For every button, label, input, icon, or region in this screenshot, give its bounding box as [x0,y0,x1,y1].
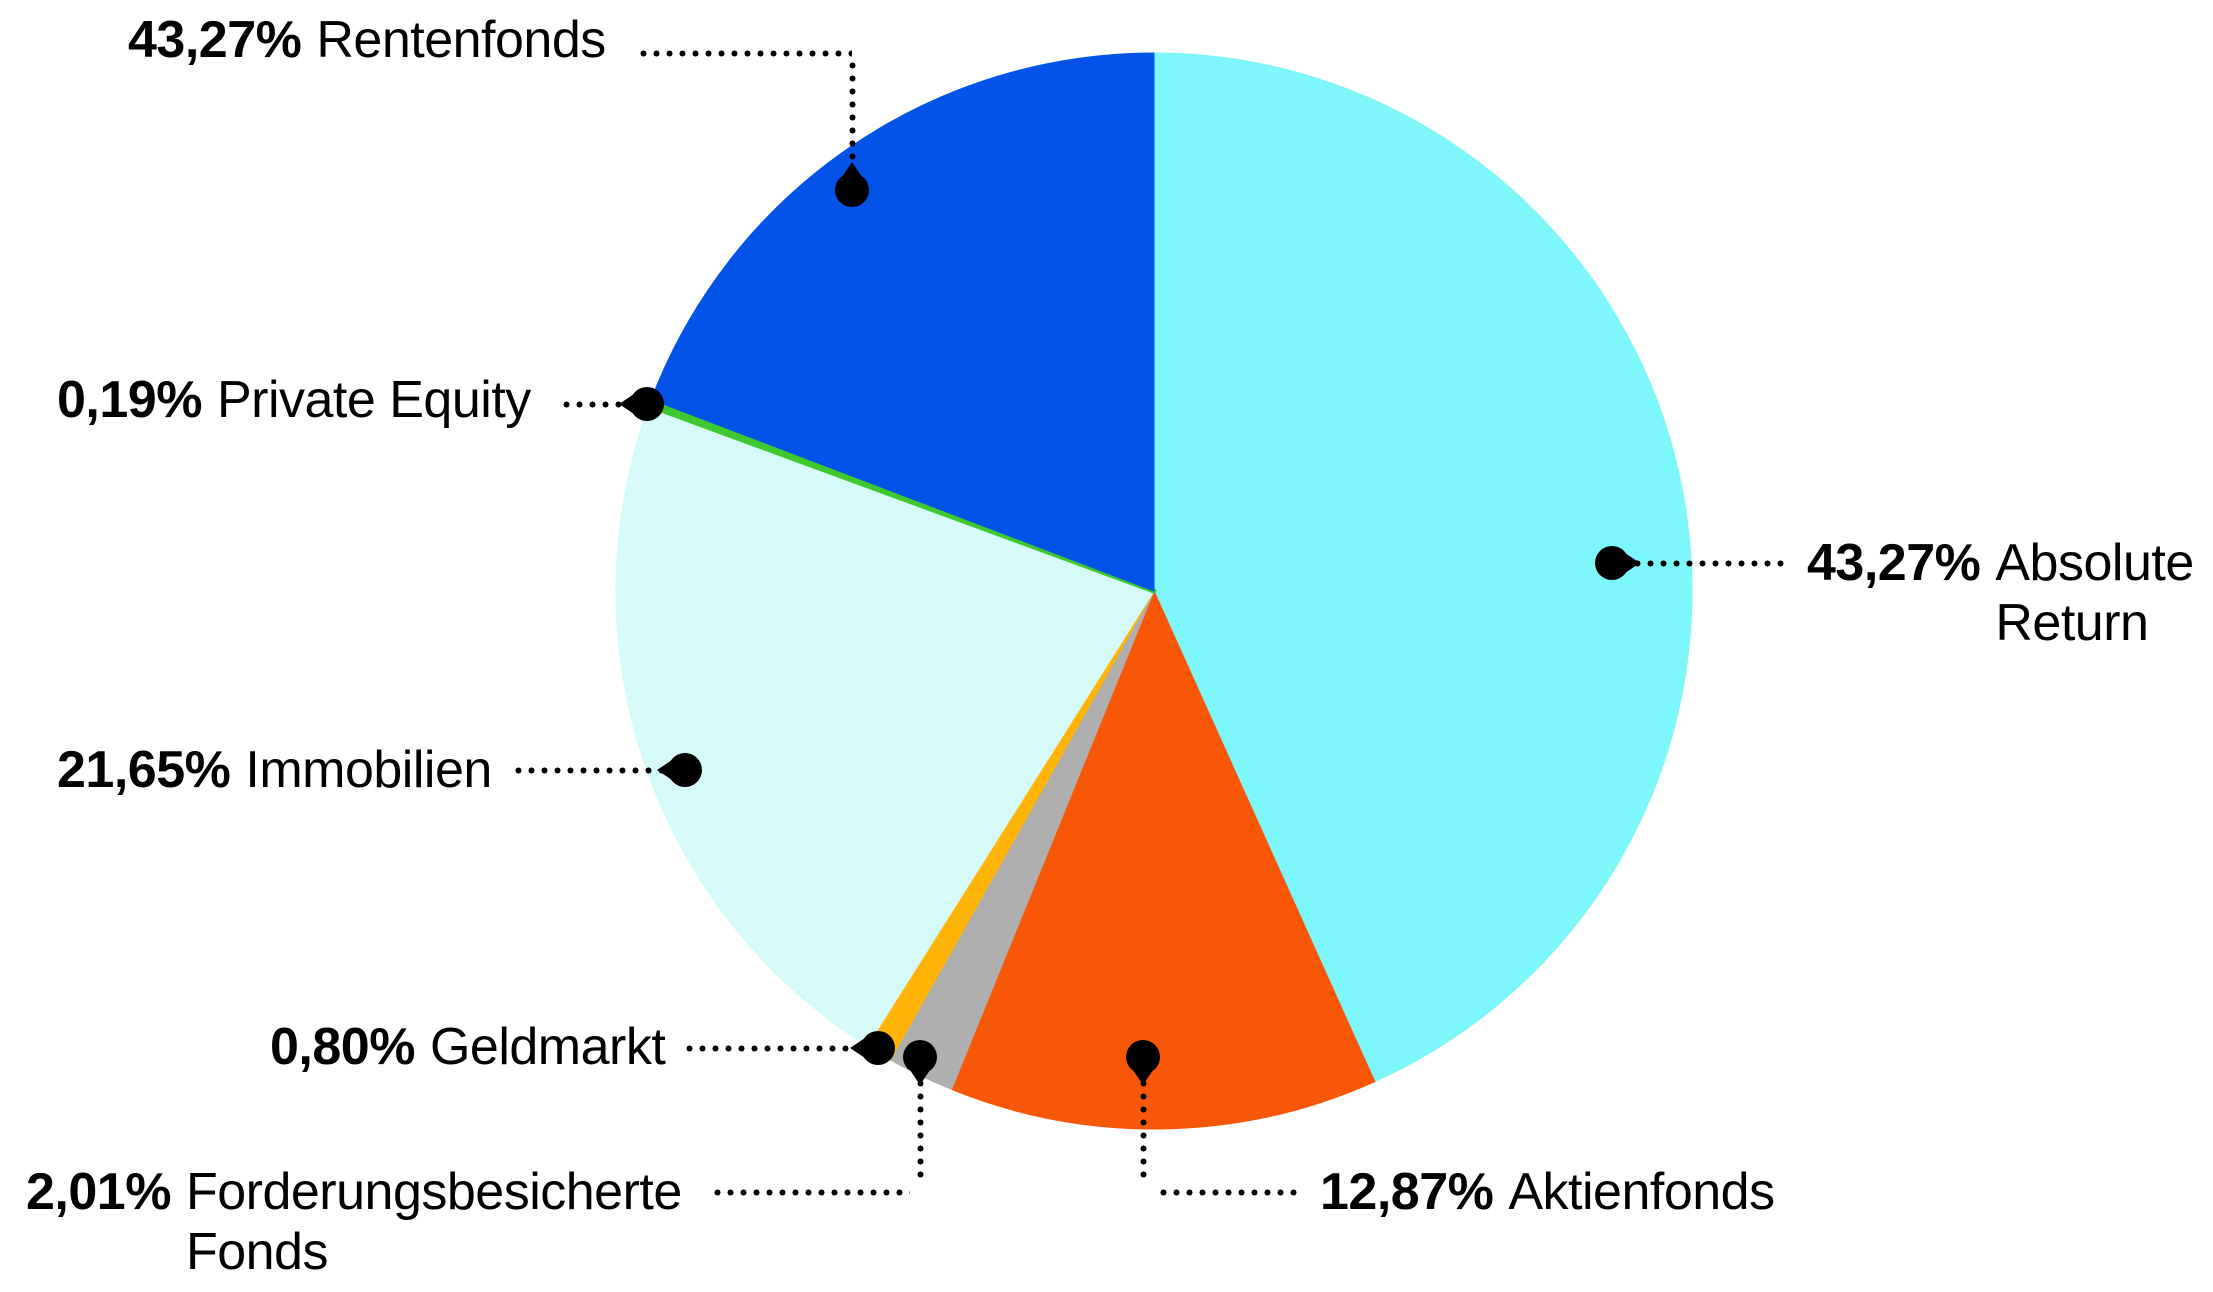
label-aktienfonds: 12,87% Aktienfonds [1320,1162,1775,1222]
marker-dot-forderungsbesicherte-fonds [903,1040,937,1085]
marker-dot-immobilien [657,753,702,787]
leader-line-rentenfonds-horizontal [640,50,852,57]
marker-dot-geldmarkt [850,1031,895,1065]
label-geldmarkt-pct: 0,80% [270,1018,415,1076]
label-rentenfonds-name: Rentenfonds [316,11,606,69]
pie-slice-aktienfonds [951,590,1376,1130]
label-geldmarkt: 0,80% Geldmarkt [270,1017,666,1077]
marker-dot-rentenfonds [835,162,869,207]
pie-slice-rentenfonds [650,52,1155,592]
leader-line-private-equity [563,401,629,408]
label-immobilien-name: Immobilien [245,741,492,799]
label-absolute-return-name: Absolute Return [1995,534,2194,652]
label-absolute-return-pct: 43,27% [1807,534,1981,592]
leader-line-aktienfonds-vertical [1140,1080,1147,1182]
label-aktienfonds-name: Aktienfonds [1508,1163,1775,1221]
label-aktienfonds-pct: 12,87% [1320,1163,1494,1221]
label-geldmarkt-name: Geldmarkt [429,1018,666,1076]
label-private-equity: 0,19% Private Equity [57,370,531,430]
pie-slice-absolute-return [1153,52,1693,1083]
leader-line-aktienfonds-horizontal [1160,1189,1302,1196]
label-forderungsbesicherte-pct: 2,01% [26,1163,171,1221]
label-private-equity-pct: 0,19% [57,371,202,429]
label-rentenfonds-pct: 43,27% [128,11,302,69]
leader-line-rentenfonds-vertical [849,62,856,172]
label-immobilien: 21,65% Immobilien [57,740,492,800]
label-private-equity-name: Private Equity [216,371,531,429]
leader-line-forderungsbesicherte-vertical [917,1080,924,1182]
label-forderungsbesicherte-name: Forderungsbesicherte Fonds [185,1163,682,1281]
marker-dot-aktienfonds [1126,1040,1160,1085]
leader-line-absolute-return [1634,560,1790,567]
pie-slice-immobilien [615,405,1155,1047]
label-absolute-return: 43,27% Absolute Return [1807,533,2213,653]
label-forderungsbesicherte-fonds: 2,01% Forderungsbesicherte Fonds [26,1162,721,1282]
leader-line-geldmarkt [686,1045,860,1052]
marker-dot-private-equity [619,387,664,421]
leader-line-immobilien [515,767,667,774]
leader-line-forderungsbesicherte-horizontal [714,1189,910,1196]
label-immobilien-pct: 21,65% [57,741,231,799]
marker-dot-absolute-return [1595,546,1640,580]
label-rentenfonds: 43,27% Rentenfonds [128,10,606,70]
